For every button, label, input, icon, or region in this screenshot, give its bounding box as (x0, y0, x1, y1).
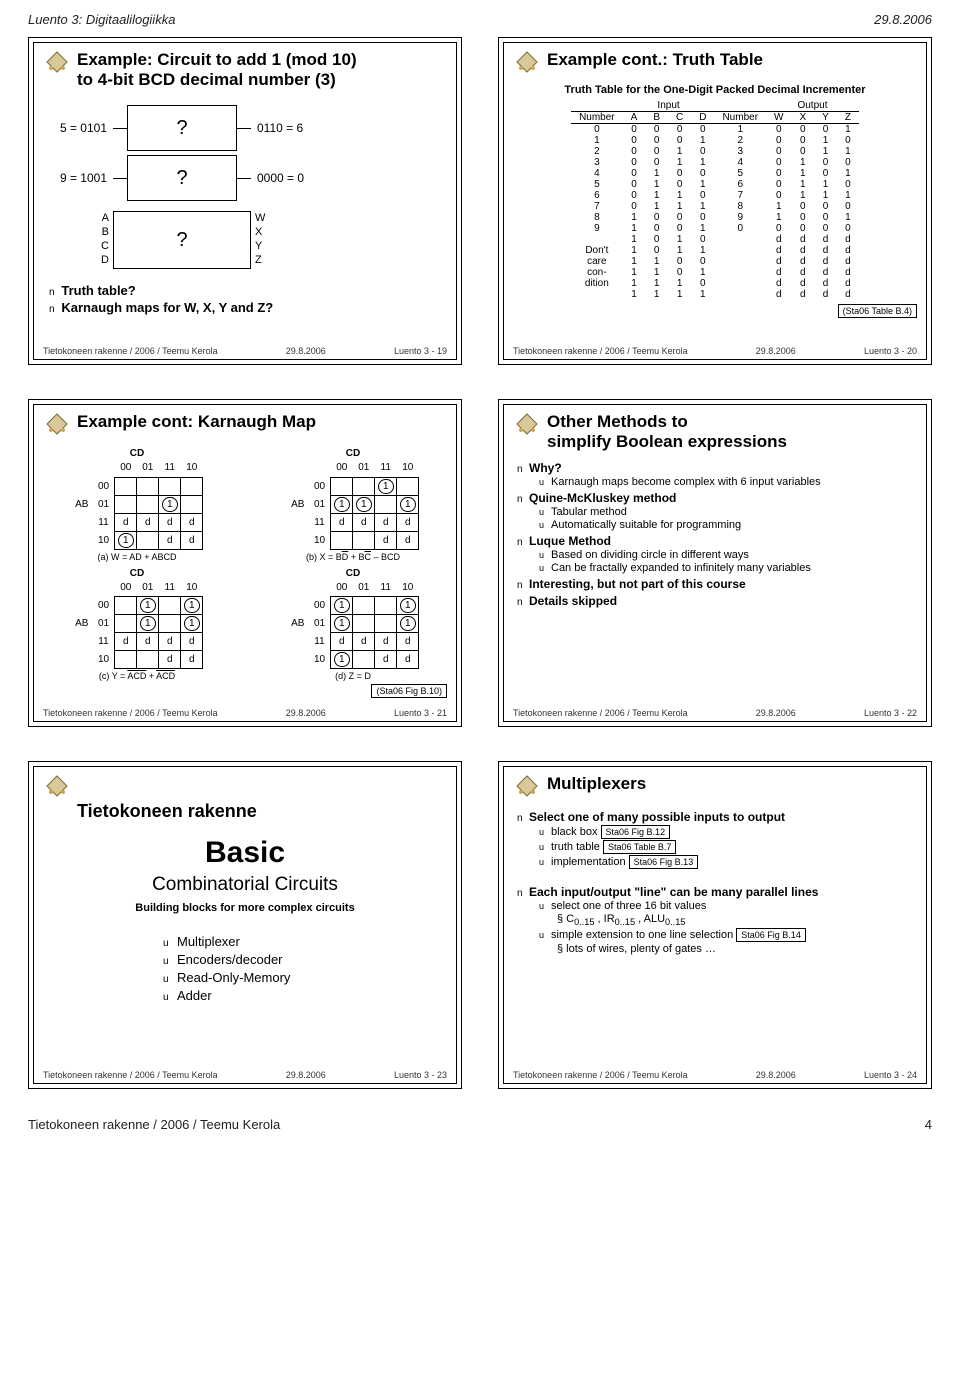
bullet-list: nWhy?uKarnaugh maps become complex with … (513, 461, 917, 608)
inputs-abcd: AB CD (43, 211, 113, 267)
slide-title: Multiplexers (547, 772, 646, 794)
slide-icon (513, 772, 541, 800)
slide-icon (513, 48, 541, 76)
ref-box: (Sta06 Fig B.10) (371, 684, 447, 698)
slide-icon (43, 410, 71, 438)
slide-footer-num: Luento 3 - 19 (394, 346, 447, 356)
page: Luento 3: Digitaalilogiikka 29.8.2006 Ex… (0, 0, 960, 1140)
slide-6: Multiplexers nSelect one of many possibl… (498, 761, 932, 1089)
header-right: 29.8.2006 (874, 12, 932, 27)
karnaugh-maps: CD0001111000AB01111dddd101dd(a) W = AD +… (43, 448, 447, 681)
q-truth-table: Truth table? (61, 283, 135, 298)
slide-4: Other Methods tosimplify Boolean express… (498, 399, 932, 727)
circuit-diagram: 5 = 0101 ? 0110 = 6 9 = 1001 ? 0000 = 0 (43, 105, 447, 269)
slide-footer-mid: 29.8.2006 (286, 346, 326, 356)
big-title: Basic (43, 836, 447, 870)
slide-1: Example: Circuit to add 1 (mod 10)to 4-b… (28, 37, 462, 365)
slide-title: Example cont.: Truth Table (547, 48, 763, 70)
b1: Select one of many possible inputs to ou… (529, 810, 785, 824)
page-footer: Tietokoneen rakenne / 2006 / Teemu Kerol… (28, 1117, 932, 1132)
question-list: Truth table? Karnaugh maps for W, X, Y a… (43, 283, 447, 315)
output-6: 0110 = 6 (251, 121, 303, 135)
slide-grid: Example: Circuit to add 1 (mod 10)to 4-b… (28, 37, 932, 1089)
slide-2: Example cont.: Truth Table Truth Table f… (498, 37, 932, 365)
q-karnaugh: Karnaugh maps for W, X, Y and Z? (61, 300, 273, 315)
qbox-3: ? (113, 211, 251, 269)
output-0: 0000 = 0 (251, 171, 304, 185)
truth-table: Input Output NumberABCDNumberWXYZ 000001… (571, 100, 859, 300)
input-9: 9 = 1001 (43, 171, 113, 185)
input-5: 5 = 0101 (43, 121, 113, 135)
outputs-wxyz: WX YZ (251, 211, 265, 267)
slide-title: Example: Circuit to add 1 (mod 10)to 4-b… (77, 48, 357, 89)
b2: Each input/output "line" can be many par… (529, 885, 818, 899)
slide-title: Example cont: Karnaugh Map (77, 410, 316, 432)
bullet-list: nSelect one of many possible inputs to o… (513, 810, 917, 955)
slide-icon (513, 410, 541, 438)
slide-footer-left: Tietokoneen rakenne / 2006 / Teemu Kerol… (43, 346, 218, 356)
slide-title: Tietokoneen rakenne (77, 798, 257, 822)
slide-5: Tietokoneen rakenne Basic Combinatorial … (28, 761, 462, 1089)
tt-subtitle: Truth Table for the One-Digit Packed Dec… (513, 84, 917, 96)
sub-title: Combinatorial Circuits (43, 874, 447, 896)
build-line: Building blocks for more complex circuit… (43, 902, 447, 914)
slide-title: Other Methods tosimplify Boolean express… (547, 410, 787, 451)
slide-icon (43, 48, 71, 76)
footer-left: Tietokoneen rakenne / 2006 / Teemu Kerol… (28, 1117, 280, 1132)
footer-page-num: 4 (925, 1117, 932, 1132)
slide-icon (43, 772, 71, 800)
qbox-1: ? (127, 105, 237, 151)
page-header: Luento 3: Digitaalilogiikka 29.8.2006 (28, 12, 932, 27)
ref-box: (Sta06 Table B.4) (838, 304, 917, 318)
qbox-2: ? (127, 155, 237, 201)
header-left: Luento 3: Digitaalilogiikka (28, 12, 175, 27)
slide-3: Example cont: Karnaugh Map CD0001111000A… (28, 399, 462, 727)
component-list: uMultiplexeruEncoders/decoderuRead-Only-… (163, 934, 447, 1003)
